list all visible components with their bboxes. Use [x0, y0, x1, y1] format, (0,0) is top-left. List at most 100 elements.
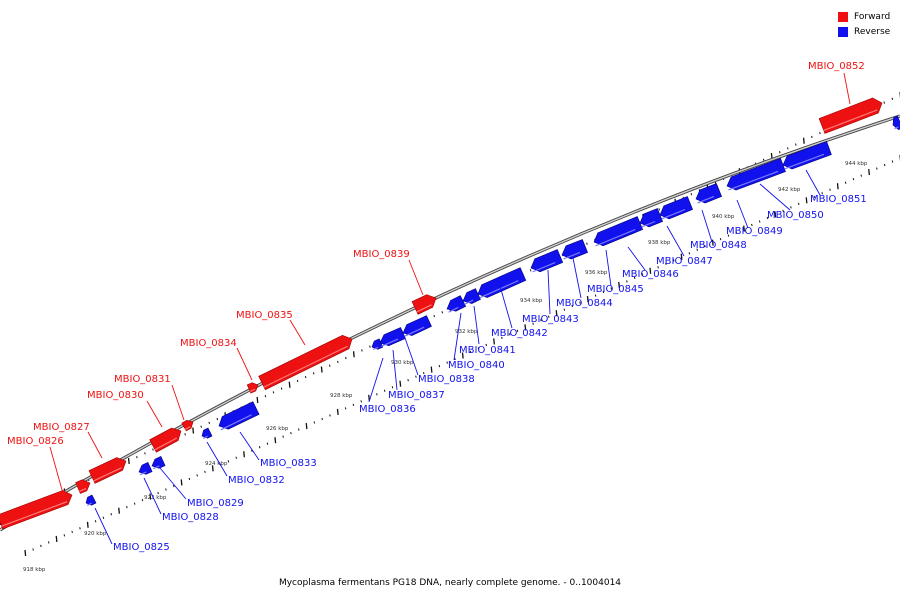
reverse-gene-label: MBIO_0841 [459, 345, 516, 356]
reverse-gene-arrow-sheen [894, 126, 899, 130]
reverse-gene-label: MBIO_0838 [418, 374, 475, 385]
outer-tick [256, 396, 259, 404]
forward-gene-label-leader [408, 259, 424, 296]
forward-gene-arrow[interactable] [0, 490, 73, 530]
reverse-swatch [838, 26, 848, 37]
inner-tick [383, 389, 386, 392]
inner-tick [680, 253, 683, 260]
reverse-gene-arrow[interactable] [151, 456, 166, 469]
reverse-gene-label-leader [404, 337, 419, 376]
reverse-gene-arrow[interactable] [402, 315, 432, 336]
reverse-gene-arrow[interactable] [379, 327, 406, 347]
inner-tick [758, 220, 761, 223]
outer-tick [337, 360, 339, 364]
reverse-gene-arrow[interactable] [593, 216, 644, 247]
forward-gene-arrow[interactable] [149, 427, 182, 453]
inner-tick [329, 414, 331, 417]
kbp-label: 920 kbp [84, 531, 107, 537]
forward-gene-arrow[interactable] [411, 294, 437, 315]
reverse-gene-arrow[interactable] [85, 494, 97, 506]
reverse-gene-arrow[interactable] [201, 427, 213, 439]
reverse-gene-arrow[interactable] [138, 462, 153, 475]
reverse-gene-label: MBIO_0829 [187, 498, 244, 509]
reverse-gene-arrow-sheen [479, 280, 519, 299]
inner-tick [149, 493, 152, 500]
inner-tick [610, 287, 613, 290]
inner-tick [751, 223, 753, 227]
reverse-gene-label: MBIO_0851 [810, 194, 867, 205]
inner-tick [743, 225, 745, 232]
inner-tick [321, 417, 323, 421]
inner-tick [891, 160, 894, 163]
reverse-gene-label-leader [473, 305, 480, 345]
reverse-gene-label-leader [759, 183, 791, 211]
outer-tick [320, 366, 323, 373]
inner-tick [40, 544, 42, 548]
inner-tick [735, 230, 738, 234]
reverse-gene-label: MBIO_0828 [162, 512, 219, 523]
reverse-gene-arrow[interactable] [477, 267, 527, 298]
legend-reverse: Reverse [838, 24, 890, 39]
outer-tick [345, 356, 347, 360]
forward-gene-arrow[interactable] [818, 97, 883, 134]
forward-gene-arrow[interactable] [246, 382, 259, 394]
outer-tick [529, 269, 532, 272]
outer-tick [586, 242, 588, 245]
inner-tick [860, 174, 863, 177]
forward-gene-arrow-sheen [154, 437, 178, 451]
forward-gene-arrow[interactable] [88, 457, 127, 484]
reverse-gene-label-leader [368, 357, 384, 403]
reverse-gene-label: MBIO_0846 [622, 269, 679, 280]
inner-tick [102, 516, 105, 519]
reverse-gene-label: MBIO_0844 [556, 298, 613, 309]
forward-gene-arrow-sheen [185, 426, 191, 430]
forward-gene-arrow-sheen [93, 467, 122, 482]
reverse-gene-arrow[interactable] [782, 141, 832, 170]
reverse-gene-arrow[interactable] [218, 401, 260, 430]
inner-tick [344, 407, 347, 410]
forward-gene-arrow[interactable] [75, 479, 91, 494]
inner-tick [297, 428, 300, 431]
inner-tick [532, 322, 534, 325]
reverse-gene-label: MBIO_0847 [656, 256, 713, 267]
kbp-label: 930 kbp [391, 360, 414, 366]
inner-tick [836, 183, 839, 190]
inner-tick [852, 178, 855, 181]
reverse-gene-arrow[interactable] [561, 239, 588, 260]
inner-tick [594, 294, 597, 297]
kbp-label: 934 kbp [520, 298, 543, 304]
outer-tick [441, 311, 444, 314]
reverse-gene-arrow[interactable] [639, 208, 663, 228]
inner-tick [493, 338, 495, 345]
inner-tick [71, 530, 73, 533]
reverse-gene-arrow[interactable] [892, 115, 900, 130]
inner-tick [196, 474, 198, 477]
reverse-gene-arrow-sheen [152, 465, 160, 470]
reverse-gene-label-leader [499, 285, 513, 329]
inner-tick [204, 470, 206, 474]
outer-tick [795, 143, 797, 146]
outer-tick [891, 97, 894, 100]
reverse-gene-arrow[interactable] [530, 249, 564, 273]
kbp-label: 932 kbp [455, 329, 478, 335]
outer-tick [778, 151, 781, 154]
outer-tick [690, 192, 693, 196]
inner-tick [360, 400, 363, 403]
inner-tick [188, 477, 191, 481]
inner-tick [696, 248, 698, 251]
reverse-gene-arrow[interactable] [695, 183, 722, 204]
reverse-gene-label-leader [94, 507, 113, 545]
inner-tick [211, 465, 214, 472]
forward-gene-arrow[interactable] [181, 419, 194, 432]
outer-tick [208, 421, 211, 425]
reverse-gene-label: MBIO_0832 [228, 475, 285, 486]
inner-tick [376, 393, 378, 396]
reverse-gene-arrow[interactable] [659, 196, 693, 220]
inner-tick [657, 266, 659, 269]
forward-gene-arrow[interactable] [258, 334, 353, 391]
kbp-label: 928 kbp [330, 393, 353, 399]
backbone-light [0, 115, 900, 531]
outer-tick [200, 425, 202, 428]
reverse-gene-label-leader [143, 477, 162, 515]
inner-tick [251, 449, 253, 452]
